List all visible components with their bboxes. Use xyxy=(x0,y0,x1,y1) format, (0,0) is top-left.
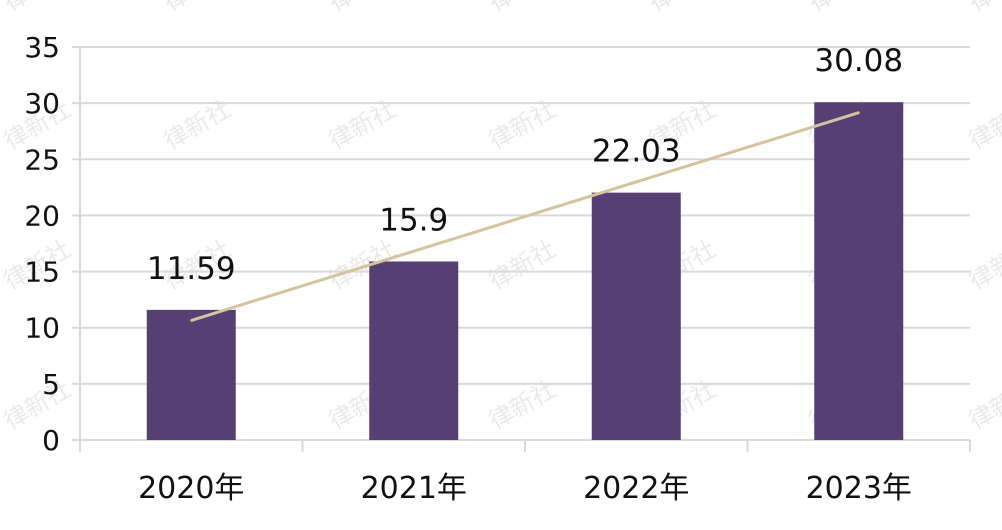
y-tick-label: 15 xyxy=(24,256,60,289)
y-axis: 0 5 10 15 20 25 30 35 xyxy=(24,31,81,457)
data-label: 11.59 xyxy=(147,251,236,287)
bars xyxy=(146,102,904,440)
watermark-text: 律新社 xyxy=(0,0,75,17)
data-label: 15.9 xyxy=(379,202,448,238)
data-label: 30.08 xyxy=(814,43,903,79)
watermark-text: 律新社 xyxy=(964,0,1002,17)
watermark-text: 律新社 xyxy=(324,0,400,17)
x-category-label: 2022年 xyxy=(583,471,689,506)
y-tick-label: 5 xyxy=(42,368,60,401)
x-category-label: 2023年 xyxy=(806,471,912,506)
y-tick-label: 20 xyxy=(24,199,60,232)
watermark-text: 律新社 xyxy=(159,0,235,17)
x-category-label: 2021年 xyxy=(361,471,467,506)
trendline-line xyxy=(190,111,860,322)
watermark-text: 律新社 xyxy=(644,0,720,17)
watermark-text: 律新社 xyxy=(484,0,560,17)
bar xyxy=(591,192,681,440)
y-tick-label: 30 xyxy=(24,87,60,120)
watermark-text: 律新社 xyxy=(804,0,880,17)
y-tick-label: 25 xyxy=(24,143,60,176)
bar xyxy=(146,309,236,440)
bar xyxy=(814,102,904,440)
data-label: 22.03 xyxy=(592,134,681,170)
y-tick-label: 10 xyxy=(24,312,60,345)
watermark-text: 律新社 xyxy=(484,235,560,295)
bar xyxy=(369,261,459,440)
y-tick-label: 0 xyxy=(42,424,60,457)
watermark-text: 律新社 xyxy=(0,375,75,435)
watermark-text: 律新社 xyxy=(964,235,1002,295)
trendline xyxy=(190,111,860,322)
x-axis: 2020年 2021年 2022年 2023年 xyxy=(79,439,971,506)
y-tick-label: 35 xyxy=(24,31,60,64)
x-category-label: 2020年 xyxy=(138,471,244,506)
data-labels: 11.59 15.9 22.03 30.08 xyxy=(147,43,903,287)
